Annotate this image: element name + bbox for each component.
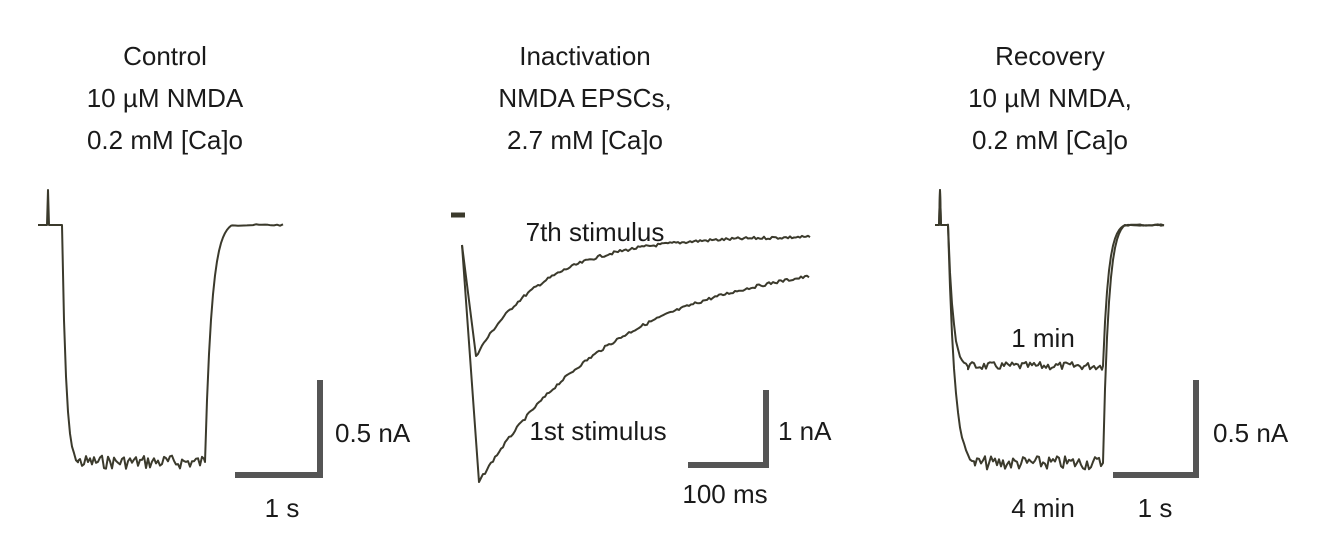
- panel-title: Inactivation: [519, 41, 651, 71]
- panel-control: Control 10 µM NMDA 0.2 mM [Ca]o 0.5 nA 1…: [38, 41, 411, 523]
- scale-label: 0.5 nA: [335, 418, 411, 448]
- scale-label: 0.5 nA: [1213, 418, 1289, 448]
- panel-inactivation: Inactivation NMDA EPSCs, 2.7 mM [Ca]o 7t…: [451, 41, 832, 509]
- trace: [461, 244, 810, 483]
- panel-recovery: Recovery 10 µM NMDA, 0.2 mM [Ca]o 1 min …: [935, 41, 1289, 523]
- panel-title: 10 µM NMDA: [87, 83, 244, 113]
- scale-bar: [688, 390, 769, 468]
- scale-bar: [1113, 380, 1199, 478]
- panel-title: 0.2 mM [Ca]o: [972, 125, 1128, 155]
- panel-title: 2.7 mM [Ca]o: [507, 125, 663, 155]
- panel-title: Recovery: [995, 41, 1105, 71]
- scale-label: 1 s: [1138, 493, 1173, 523]
- panel-title: 0.2 mM [Ca]o: [87, 125, 243, 155]
- trace-label: 7th stimulus: [526, 217, 665, 247]
- scale-label: 1 s: [265, 493, 300, 523]
- scale-label: 100 ms: [682, 479, 767, 509]
- trace-label: 4 min: [1011, 493, 1075, 523]
- trace-label: 1st stimulus: [529, 416, 666, 446]
- scale-label: 1 nA: [778, 416, 832, 446]
- trace: [935, 189, 1165, 471]
- panel-title: 10 µM NMDA,: [968, 83, 1132, 113]
- trace: [935, 189, 1165, 371]
- panel-title: NMDA EPSCs,: [498, 83, 671, 113]
- trace: [461, 234, 811, 357]
- scale-bar: [235, 380, 323, 478]
- trace: [38, 189, 284, 470]
- panel-title: Control: [123, 41, 207, 71]
- trace-label: 1 min: [1011, 323, 1075, 353]
